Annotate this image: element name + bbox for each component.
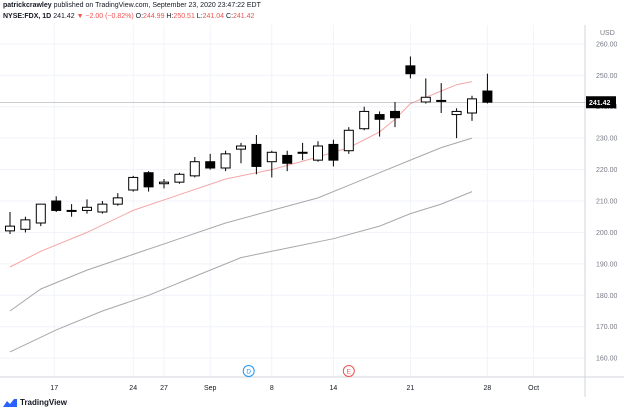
x-tick-label: 28 bbox=[484, 385, 492, 392]
chart-header-ohlc: NYSE:FDX, 1D 241.42 ▼ −2.00 (−0.82%) O:2… bbox=[3, 13, 254, 20]
event-marker-label: D bbox=[246, 369, 251, 376]
x-tick-label: 24 bbox=[129, 385, 137, 392]
last-price-tag-label: 241.42 bbox=[589, 100, 611, 107]
tradingview-wordmark: TradingView bbox=[20, 398, 67, 407]
event-marker[interactable] bbox=[242, 365, 255, 377]
close-label: C: bbox=[226, 13, 234, 20]
moving-average-line bbox=[9, 191, 473, 353]
candle-body[interactable] bbox=[436, 99, 447, 102]
candle-body[interactable] bbox=[390, 110, 400, 119]
y-tick-label: 250.00 bbox=[596, 73, 618, 80]
low-value: 241.04 bbox=[202, 13, 225, 20]
low-label: L: bbox=[196, 13, 203, 20]
publish-info: published on TradingView.com, September … bbox=[53, 2, 261, 9]
chart-header-publisher: patrickcrawley published on TradingView.… bbox=[3, 2, 261, 9]
y-tick-label: 260.00 bbox=[596, 41, 618, 48]
candle-body[interactable] bbox=[251, 143, 262, 167]
candle-body[interactable] bbox=[5, 225, 15, 232]
candle-body[interactable] bbox=[343, 129, 354, 152]
last-price: 241.42 bbox=[53, 13, 75, 20]
y-tick-label: 200.00 bbox=[596, 230, 618, 237]
candle-body[interactable] bbox=[35, 203, 46, 224]
candle-body[interactable] bbox=[189, 161, 200, 177]
candle-body[interactable] bbox=[313, 145, 323, 161]
candle-body[interactable] bbox=[405, 65, 416, 75]
candle-body[interactable] bbox=[220, 153, 231, 169]
moving-average-line bbox=[9, 137, 473, 312]
currency-label: USD bbox=[600, 30, 615, 37]
x-tick-label: 8 bbox=[270, 385, 274, 392]
candle-body[interactable] bbox=[20, 219, 31, 230]
candle-body[interactable] bbox=[112, 197, 123, 205]
candle-body[interactable] bbox=[97, 203, 108, 213]
x-tick-label: 27 bbox=[160, 385, 168, 392]
tradingview-logo[interactable]: TradingView bbox=[3, 398, 67, 407]
tradingview-logo-icon bbox=[3, 398, 17, 407]
high-label: H: bbox=[166, 13, 174, 20]
candle-body[interactable] bbox=[159, 181, 169, 185]
price-change: ▼ −2.00 (−0.82%) bbox=[76, 13, 134, 20]
open-label: O: bbox=[135, 13, 144, 20]
candle-body[interactable] bbox=[297, 151, 308, 154]
candle-body[interactable] bbox=[174, 173, 185, 183]
candle-body[interactable] bbox=[205, 161, 216, 169]
x-tick-label: 17 bbox=[50, 385, 58, 392]
x-tick-label: 21 bbox=[407, 385, 415, 392]
x-tick-label: 14 bbox=[330, 385, 338, 392]
y-tick-label: 230.00 bbox=[596, 136, 618, 143]
candle-body[interactable] bbox=[128, 176, 139, 191]
candle-body[interactable] bbox=[66, 209, 77, 212]
candle-body[interactable] bbox=[451, 110, 462, 116]
last-price-tag bbox=[586, 96, 616, 109]
close-value: 241.42 bbox=[233, 13, 255, 20]
x-tick-label: Sep bbox=[204, 385, 217, 392]
candle-body[interactable] bbox=[420, 96, 431, 103]
event-marker[interactable] bbox=[342, 365, 355, 377]
candle-body[interactable] bbox=[467, 98, 477, 114]
symbol-interval[interactable]: NYSE:FDX, 1D bbox=[3, 13, 52, 20]
y-tick-label: 160.00 bbox=[596, 356, 618, 363]
candle-body[interactable] bbox=[374, 114, 385, 120]
y-tick-label: 220.00 bbox=[596, 167, 618, 174]
y-tick-label: 170.00 bbox=[596, 324, 618, 331]
candle-body[interactable] bbox=[266, 151, 277, 163]
candle-body[interactable] bbox=[328, 143, 339, 161]
candle-body[interactable] bbox=[359, 110, 370, 130]
candle-body[interactable] bbox=[236, 145, 246, 150]
candle-body[interactable] bbox=[51, 200, 62, 211]
y-tick-label: 210.00 bbox=[596, 199, 618, 206]
candle-body[interactable] bbox=[482, 90, 493, 103]
high-value: 250.51 bbox=[173, 13, 195, 20]
candle-body[interactable] bbox=[282, 154, 293, 164]
price-chart[interactable]: 160.00 170.00 180.00 190.00 200.00 210.00 220.… bbox=[0, 25, 624, 398]
x-tick-label: Oct bbox=[528, 385, 539, 392]
candle-body[interactable] bbox=[82, 206, 92, 211]
open-value: 244.99 bbox=[143, 13, 165, 20]
candle-body[interactable] bbox=[143, 172, 154, 188]
y-tick-label: 190.00 bbox=[596, 261, 618, 268]
event-marker-label: E bbox=[347, 369, 352, 376]
publisher-username[interactable]: patrickcrawley bbox=[3, 2, 52, 9]
y-tick-label: 180.00 bbox=[596, 293, 618, 300]
